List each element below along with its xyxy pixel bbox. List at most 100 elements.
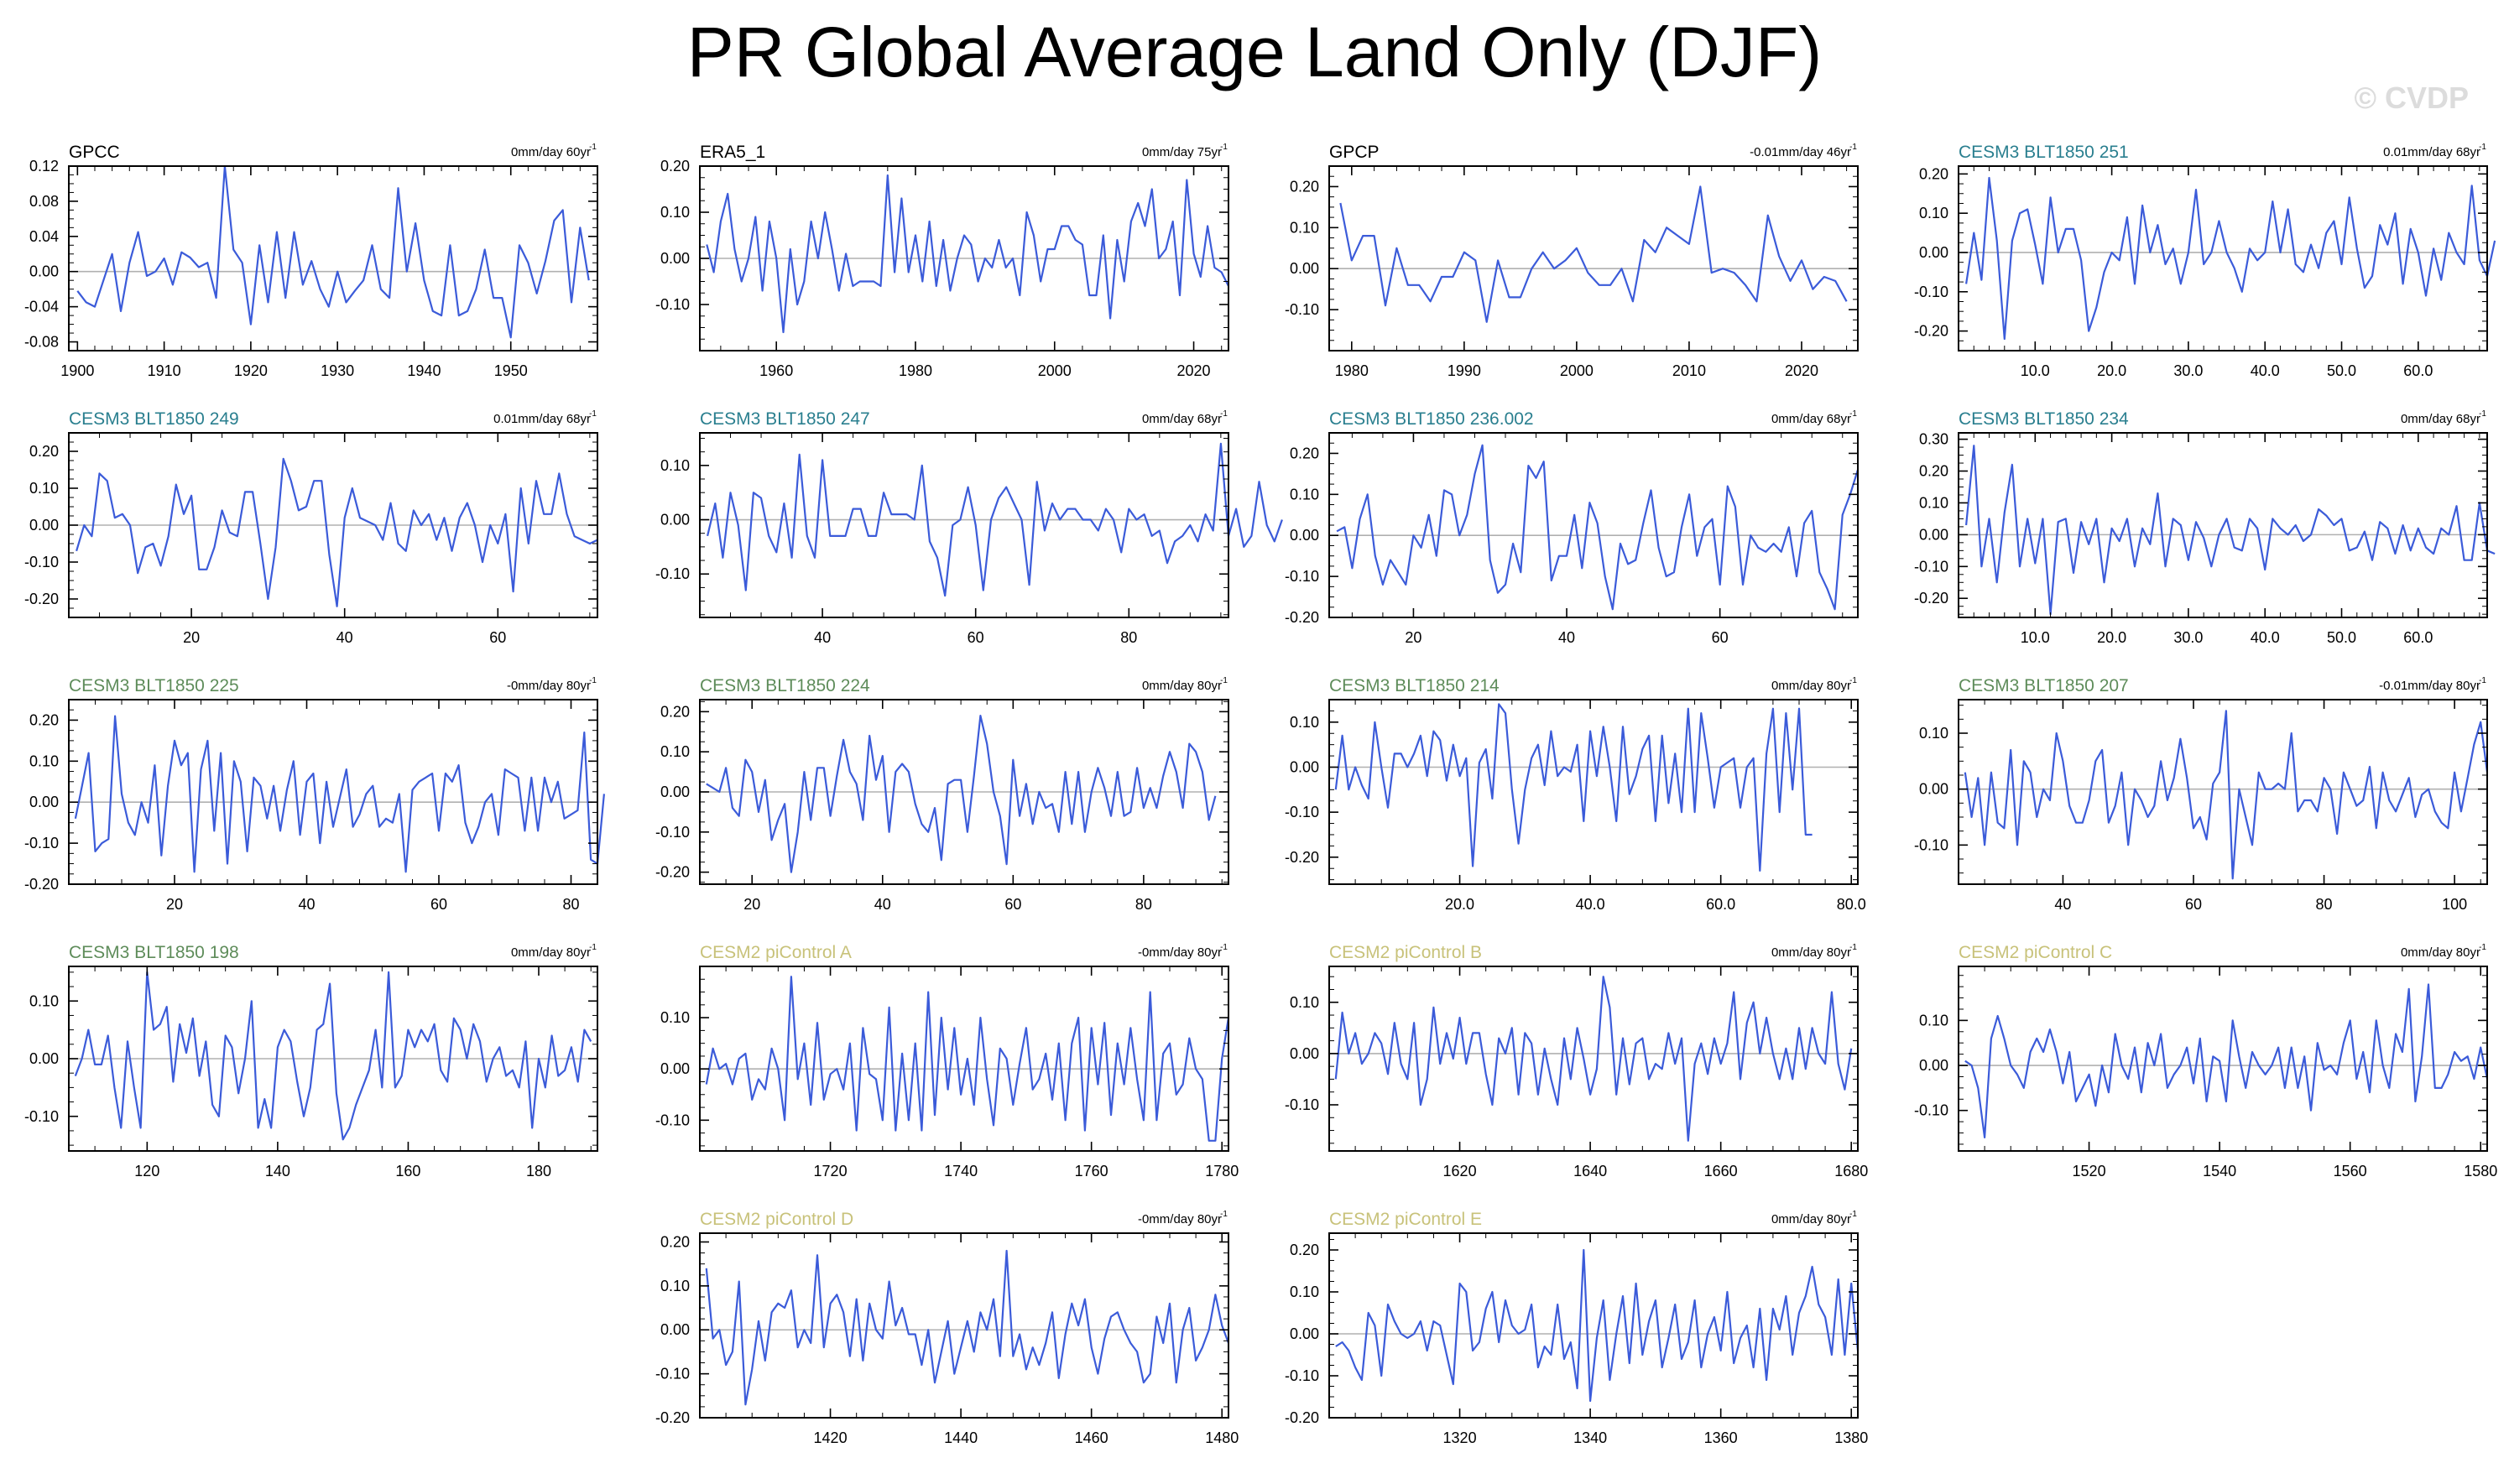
y-tick-label: -0.10 xyxy=(1285,1096,1319,1113)
panel-title: CESM3 BLT1850 249 xyxy=(69,409,239,429)
panel-title: GPCP xyxy=(1329,143,1380,162)
plot-frame xyxy=(699,1232,1229,1419)
series-line xyxy=(1339,185,1848,323)
y-tick-label: -0.20 xyxy=(1285,1409,1319,1426)
series-line xyxy=(1964,710,2489,880)
x-tick-label: 1980 xyxy=(899,362,932,379)
y-tick-label: 0.00 xyxy=(29,794,59,810)
y-tick-label: -0.10 xyxy=(1914,836,1948,853)
chart-panel: -0.20 -0.10 0.00 0.10 0.20 20 40 60 80 CESM3 BLT1… xyxy=(655,676,1229,913)
y-tick-label: 0.10 xyxy=(660,204,690,221)
x-tick-label: 20.0 xyxy=(2097,362,2126,379)
y-tick-label: 0.10 xyxy=(29,752,59,769)
y-tick-label: -0.10 xyxy=(655,1366,690,1382)
x-tick-label: 20 xyxy=(166,896,183,913)
panel-title: CESM2 piControl D xyxy=(700,1210,853,1229)
chart-panel: -0.10 0.00 0.10 1620 1640 1660 1680 CESM2 piCon… xyxy=(1285,943,1868,1179)
plot-frame xyxy=(68,165,598,351)
panel-title: CESM2 piControl B xyxy=(1329,943,1482,962)
x-tick-label: 20 xyxy=(743,896,760,913)
series-line xyxy=(706,715,1217,873)
y-tick-label: 0.00 xyxy=(1290,1045,1319,1062)
y-tick-label: 0.20 xyxy=(1290,445,1319,461)
y-tick-label: 0.30 xyxy=(1919,431,1948,448)
chart-panel: -0.20 -0.10 0.00 0.10 20.0 40.0 60.0 80.0 CESM3 … xyxy=(1285,676,1866,913)
chart-panel: -0.08 -0.04 0.00 0.04 0.08 0.12 1900 1910 1920 19… xyxy=(24,143,598,379)
y-tick-label: 0.00 xyxy=(1290,1325,1319,1342)
chart-panel: -0.10 0.00 0.10 1720 1740 1760 1780 CESM2 piCon… xyxy=(655,943,1239,1179)
x-tick-label: 40 xyxy=(874,896,891,913)
y-tick-label: 0.10 xyxy=(29,992,59,1009)
trend-label: 0mm/day 68yr xyxy=(1142,412,1222,426)
series-line xyxy=(76,457,598,607)
x-tick-label: 60.0 xyxy=(2403,629,2433,646)
x-tick-label: 1780 xyxy=(1205,1163,1239,1179)
chart-panel: -0.10 0.00 0.10 0.20 1980 1990 2000 2010 2020 GPC… xyxy=(1285,143,1859,379)
y-tick-label: -0.20 xyxy=(1285,849,1319,866)
trend-superscript: -1 xyxy=(1849,409,1857,419)
series-line xyxy=(1336,444,1860,611)
y-tick-label: -0.04 xyxy=(24,299,59,315)
x-tick-label: 40 xyxy=(2054,896,2071,913)
x-tick-label: 40.0 xyxy=(2251,362,2280,379)
y-tick-label: 0.10 xyxy=(660,1009,690,1026)
x-tick-label: 40 xyxy=(1558,629,1575,646)
panel-title: CESM3 BLT1850 198 xyxy=(69,943,239,962)
x-tick-label: 1520 xyxy=(2073,1163,2106,1179)
y-tick-label: -0.20 xyxy=(655,1409,690,1426)
x-tick-label: 1580 xyxy=(2464,1163,2497,1179)
y-tick-label: 0.00 xyxy=(1919,781,1948,798)
x-tick-label: 1420 xyxy=(814,1429,848,1446)
y-tick-label: -0.10 xyxy=(655,565,690,582)
y-tick-label: -0.10 xyxy=(655,824,690,841)
chart-panel: -0.20 -0.10 0.00 0.10 0.20 1420 1440 1460 1480 CE… xyxy=(655,1210,1239,1446)
x-tick-label: 30.0 xyxy=(2173,362,2203,379)
y-tick-label: 0.20 xyxy=(660,158,690,174)
plot-frame xyxy=(1958,165,2488,351)
x-tick-label: 1320 xyxy=(1443,1429,1477,1446)
x-tick-label: 30.0 xyxy=(2173,629,2203,646)
y-tick-label: 0.10 xyxy=(1919,1012,1948,1028)
y-tick-label: 0.20 xyxy=(660,703,690,720)
y-tick-label: -0.10 xyxy=(1285,568,1319,585)
panel-title: GPCC xyxy=(69,143,120,162)
panel-title: CESM3 BLT1850 234 xyxy=(1959,409,2129,429)
trend-superscript: -1 xyxy=(1220,676,1228,685)
y-tick-label: 0.10 xyxy=(1919,205,1948,221)
x-tick-label: 60 xyxy=(2185,896,2202,913)
plot-frame xyxy=(1328,1232,1859,1419)
x-tick-label: 80 xyxy=(2316,896,2333,913)
x-tick-label: 1540 xyxy=(2203,1163,2236,1179)
x-tick-label: 1960 xyxy=(759,362,793,379)
plot-frame xyxy=(699,432,1229,618)
y-tick-label: 0.00 xyxy=(660,1060,690,1077)
x-tick-label: 1640 xyxy=(1573,1163,1607,1179)
y-tick-label: 0.20 xyxy=(29,443,59,460)
y-tick-label: 0.20 xyxy=(29,711,59,728)
x-tick-label: 10.0 xyxy=(2021,629,2050,646)
y-tick-label: 0.00 xyxy=(29,263,59,280)
y-tick-label: 0.00 xyxy=(29,1050,59,1067)
trend-superscript: -1 xyxy=(1220,409,1228,419)
x-tick-label: 120 xyxy=(134,1163,159,1179)
y-tick-label: -0.08 xyxy=(24,334,59,351)
x-tick-label: 2020 xyxy=(1785,362,1818,379)
y-tick-label: -0.10 xyxy=(1914,1102,1948,1119)
x-tick-label: 1910 xyxy=(148,362,181,379)
y-tick-label: -0.10 xyxy=(655,296,690,313)
x-tick-label: 1360 xyxy=(1704,1429,1738,1446)
chart-panel: -0.10 0.00 0.10 40 60 80 CESM3 BLT1850 247 0mm/… xyxy=(655,409,1283,646)
trend-label: -0mm/day 80yr xyxy=(507,679,591,693)
y-tick-label: 0.10 xyxy=(1290,219,1319,236)
chart-panel: -0.10 0.00 0.10 40 60 80 100 CESM3 BLT1850 207 -… xyxy=(1914,676,2489,913)
panel-title: CESM3 BLT1850 247 xyxy=(700,409,870,429)
y-tick-label: -0.20 xyxy=(24,876,59,893)
series-line xyxy=(705,1249,1230,1406)
x-tick-label: 160 xyxy=(395,1163,420,1179)
x-tick-label: 60.0 xyxy=(2403,362,2433,379)
y-tick-label: -0.10 xyxy=(1914,284,1948,300)
x-tick-label: 1380 xyxy=(1834,1429,1868,1446)
y-tick-label: 0.20 xyxy=(1919,463,1948,480)
series-line xyxy=(76,164,590,339)
